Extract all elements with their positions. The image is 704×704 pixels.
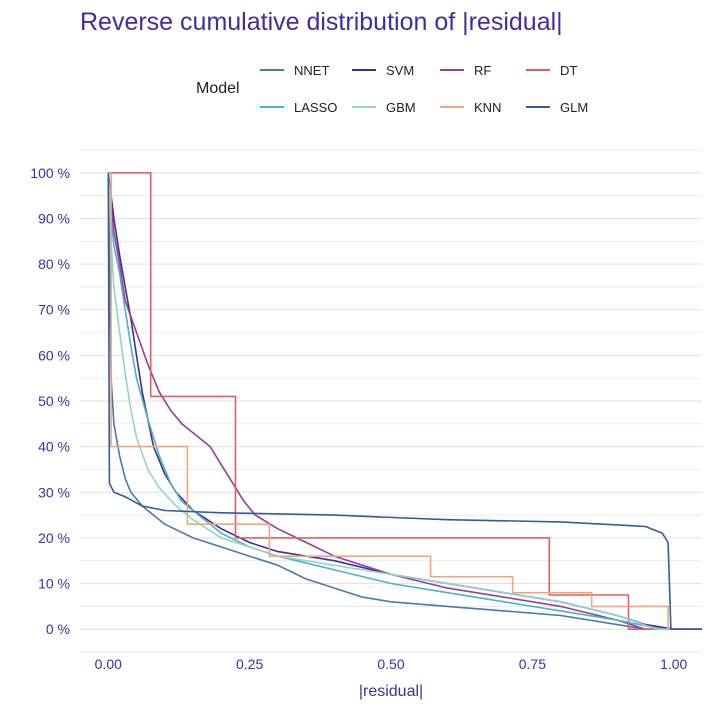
- legend-swatch: [260, 106, 284, 108]
- y-tick-label: 20 %: [38, 530, 70, 546]
- legend-item-gbm: GBM: [352, 97, 416, 117]
- legend-item-nnet: NNET: [260, 60, 329, 80]
- legend-item-knn: KNN: [440, 97, 501, 117]
- series-line-knn: [108, 172, 702, 630]
- legend-item-glm: GLM: [526, 97, 588, 117]
- y-tick-label: 40 %: [38, 439, 70, 455]
- legend-label: LASSO: [294, 99, 338, 115]
- x-tick-label: 0.75: [519, 656, 546, 672]
- chart-title: Reverse cumulative distribution of |resi…: [80, 8, 563, 36]
- legend-label: NNET: [294, 62, 330, 78]
- series-line-lasso: [107, 172, 702, 630]
- legend-label: DT: [560, 62, 578, 78]
- legend: Model NNET SVM RF DT LASSO GBM KNN GLM: [196, 58, 616, 120]
- legend-item-dt: DT: [526, 60, 577, 80]
- legend-label: GBM: [386, 99, 416, 115]
- legend-swatch: [352, 69, 376, 71]
- legend-label: SVM: [386, 62, 415, 78]
- y-tick-label: 10 %: [38, 576, 70, 592]
- legend-label: GLM: [560, 99, 589, 115]
- legend-item-rf: RF: [440, 60, 491, 80]
- y-tick-label: 60 %: [38, 347, 70, 363]
- series-line-rf: [107, 172, 702, 630]
- x-tick-label: 0.50: [377, 656, 404, 672]
- y-tick-label: 30 %: [38, 484, 70, 500]
- legend-item-lasso: LASSO: [260, 97, 337, 117]
- series-line-glm: [107, 172, 702, 630]
- legend-swatch: [440, 69, 464, 71]
- legend-swatch: [440, 106, 464, 108]
- y-tick-label: 0 %: [46, 621, 70, 637]
- y-tick-label: 80 %: [38, 256, 70, 272]
- legend-label: KNN: [474, 99, 502, 115]
- legend-swatch: [526, 106, 550, 108]
- series-line-nnet: [107, 172, 702, 630]
- x-tick-label: 0.00: [95, 656, 122, 672]
- legend-title: Model: [196, 80, 240, 97]
- series-line-dt: [108, 172, 702, 630]
- y-tick-label: 90 %: [38, 210, 70, 226]
- y-tick-label: 100 %: [30, 165, 70, 181]
- y-tick-label: 70 %: [38, 302, 70, 318]
- x-axis-label: |residual|: [359, 683, 423, 700]
- legend-swatch: [526, 69, 550, 71]
- legend-item-svm: SVM: [352, 60, 414, 80]
- legend-label: RF: [474, 62, 492, 78]
- legend-swatch: [352, 106, 376, 108]
- series-line-gbm: [107, 172, 702, 630]
- x-tick-label: 1.00: [660, 656, 687, 672]
- x-tick-label: 0.25: [236, 656, 263, 672]
- y-tick-label: 50 %: [38, 393, 70, 409]
- legend-swatch: [260, 69, 284, 71]
